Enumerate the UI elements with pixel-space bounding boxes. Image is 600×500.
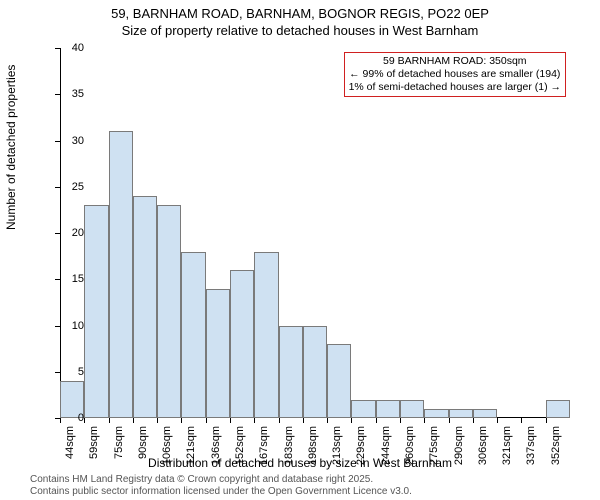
histogram-bar xyxy=(351,400,375,419)
histogram-bar xyxy=(109,131,133,418)
histogram-bar xyxy=(376,400,400,419)
footer-text: Contains HM Land Registry data © Crown c… xyxy=(30,474,412,498)
title-line-1: 59, BARNHAM ROAD, BARNHAM, BOGNOR REGIS,… xyxy=(0,6,600,23)
chart-titles: 59, BARNHAM ROAD, BARNHAM, BOGNOR REGIS,… xyxy=(0,0,600,40)
histogram-bar xyxy=(181,252,205,419)
histogram-bar xyxy=(449,409,473,418)
histogram-bar xyxy=(254,252,278,419)
histogram-bar xyxy=(84,205,108,418)
footer-line-2: Contains public sector information licen… xyxy=(30,486,412,498)
histogram-bar xyxy=(400,400,424,419)
histogram-bar xyxy=(303,326,327,419)
y-axis-label: Number of detached properties xyxy=(4,65,18,230)
histogram-bar xyxy=(133,196,157,418)
annotation-box: 59 BARNHAM ROAD: 350sqm← 99% of detached… xyxy=(344,52,566,97)
histogram-bar xyxy=(473,409,497,418)
title-line-2: Size of property relative to detached ho… xyxy=(0,23,600,40)
histogram-bar xyxy=(546,400,570,419)
x-axis-label: Distribution of detached houses by size … xyxy=(0,456,600,470)
histogram-bar xyxy=(279,326,303,419)
plot-area: 59 BARNHAM ROAD: 350sqm← 99% of detached… xyxy=(60,48,570,418)
histogram-bar xyxy=(327,344,351,418)
chart-container: 59, BARNHAM ROAD, BARNHAM, BOGNOR REGIS,… xyxy=(0,0,600,500)
histogram-bar xyxy=(206,289,230,419)
histogram-bar xyxy=(424,409,448,418)
annotation-line: ← 99% of detached houses are smaller (19… xyxy=(349,68,561,81)
annotation-line: 1% of semi-detached houses are larger (1… xyxy=(349,81,561,94)
footer-line-1: Contains HM Land Registry data © Crown c… xyxy=(30,474,412,486)
histogram-bar xyxy=(157,205,181,418)
annotation-line: 59 BARNHAM ROAD: 350sqm xyxy=(349,55,561,68)
histogram-bar xyxy=(230,270,254,418)
